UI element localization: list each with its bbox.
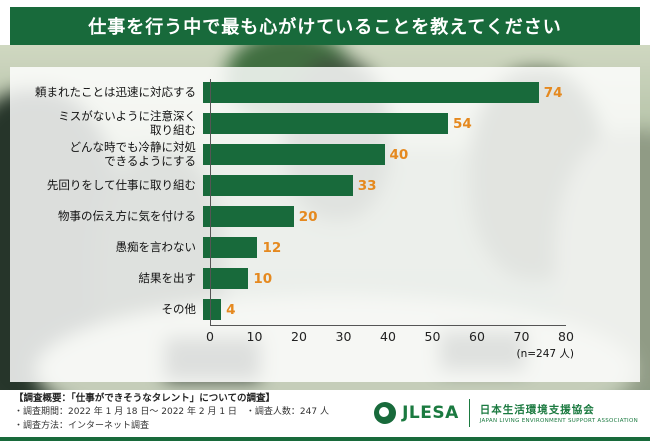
category-label: 物事の伝え方に気を付ける [58, 208, 196, 223]
y-axis-line [210, 79, 211, 325]
bar [203, 82, 539, 103]
org-names: 日本生活環境支援協会 JAPAN LIVING ENVIRONMENT SUPP… [480, 402, 638, 424]
bar-area: 10 [203, 263, 566, 294]
chart-row: 物事の伝え方に気を付ける 20 [18, 201, 632, 232]
title-banner: 仕事を行う中で最も心がけていることを教えてください [10, 7, 640, 45]
bar-area: 12 [203, 232, 566, 263]
bar-value: 74 [543, 84, 563, 101]
bar-area: 20 [203, 201, 566, 232]
jlesa-logo-icon [374, 401, 397, 424]
bar [203, 299, 222, 320]
chart-row: ミスがないように注意深く 取り組む 54 [18, 108, 632, 139]
category-label: 結果を出す [138, 270, 197, 285]
bar-value: 10 [253, 270, 273, 287]
bar-value: 54 [453, 115, 472, 132]
bar-value: 4 [226, 301, 236, 318]
x-tick-label: 30 [335, 329, 352, 344]
category-label: どんな時でも冷静に対処 できるようにする [69, 139, 197, 168]
x-tick-label: 10 [246, 329, 263, 344]
x-tick-label: 0 [206, 329, 214, 344]
survey-period-line: ・調査期間：2022 年 1 月 18 日～ 2022 年 2 月 1 日 ・調… [14, 407, 329, 418]
office-photo-background: 頼まれたことは迅速に対応する 74 ミスがないように注意深く 取り組む 54 どんな時で… [0, 45, 650, 390]
bar-value: 20 [298, 208, 318, 225]
bar-area: 33 [203, 170, 566, 201]
bar [203, 206, 294, 227]
chart-row: 先回りをして仕事に取り組む 33 [18, 170, 632, 201]
jlesa-logo-icon-inner [379, 406, 390, 417]
x-tick-label: 70 [513, 329, 530, 344]
chart-row: 結果を出す 10 [18, 263, 632, 294]
jlesa-logo: JLESA 日本生活環境支援協会 JAPAN LIVING ENVIRONMEN… [374, 398, 638, 427]
survey-overview: 【調査概要：「仕事ができそうなタレント」についての調査】 ・調査期間：2022 … [14, 392, 329, 433]
page-title: 仕事を行う中で最も心がけていることを教えてください [88, 17, 562, 38]
bar [203, 175, 353, 196]
footer: 【調査概要：「仕事ができそうなタレント」についての調査】 ・調査期間：2022 … [0, 390, 650, 437]
bar-value: 33 [357, 177, 377, 194]
bottom-accent-strip [0, 437, 650, 441]
bar-value: 40 [389, 146, 409, 163]
bar-area: 4 [203, 294, 566, 325]
bar-area: 54 [203, 108, 566, 139]
chart-row: どんな時でも冷静に対処 できるようにする 40 [18, 139, 632, 170]
bar [203, 268, 249, 289]
bar-value: 12 [262, 239, 282, 256]
x-axis-ticks: 0 10 20 30 40 50 60 70 80 [206, 325, 574, 344]
category-label: その他 [161, 301, 197, 316]
bar [203, 113, 449, 134]
bar-area: 40 [203, 139, 566, 170]
survey-title: 【調査概要：「仕事ができそうなタレント」についての調査】 [14, 392, 275, 404]
survey-method-line: ・調査方法：インターネット調査 [14, 420, 150, 431]
chart-row: 愚痴を言わない 12 [18, 232, 632, 263]
x-tick-label: 40 [380, 329, 396, 344]
bar-area: 74 [203, 77, 566, 108]
sample-size-note: (n=247 人) [516, 348, 574, 360]
jlesa-logo-text: JLESA [402, 402, 459, 423]
bar [203, 144, 385, 165]
category-label: 頼まれたことは迅速に対応する [35, 84, 196, 99]
chart-rows: 頼まれたことは迅速に対応する 74 ミスがないように注意深く 取り組む 54 どんな時で… [18, 77, 632, 325]
logo-divider [468, 398, 470, 427]
chart-body: 頼まれたことは迅速に対応する 74 ミスがないように注意深く 取り組む 54 どんな時で… [18, 77, 632, 325]
category-label: 先回りをして仕事に取り組む [46, 177, 196, 192]
org-name-en: JAPAN LIVING ENVIRONMENT SUPPORT ASSOCIA… [479, 417, 638, 424]
bar [203, 237, 258, 258]
x-tick-label: 60 [469, 329, 485, 344]
chart-row: 頼まれたことは迅速に対応する 74 [18, 77, 632, 108]
bar-chart-panel: 頼まれたことは迅速に対応する 74 ミスがないように注意深く 取り組む 54 どんな時で… [10, 67, 640, 382]
x-tick-label: 80 [558, 329, 574, 344]
chart-row: その他 4 [18, 294, 632, 325]
x-tick-label: 50 [424, 329, 441, 344]
category-label: 愚痴を言わない [115, 239, 197, 254]
x-tick-label: 20 [291, 329, 307, 344]
org-name-jp: 日本生活環境支援協会 [479, 403, 595, 416]
category-label: ミスがないように注意深く 取り組む [58, 108, 196, 137]
